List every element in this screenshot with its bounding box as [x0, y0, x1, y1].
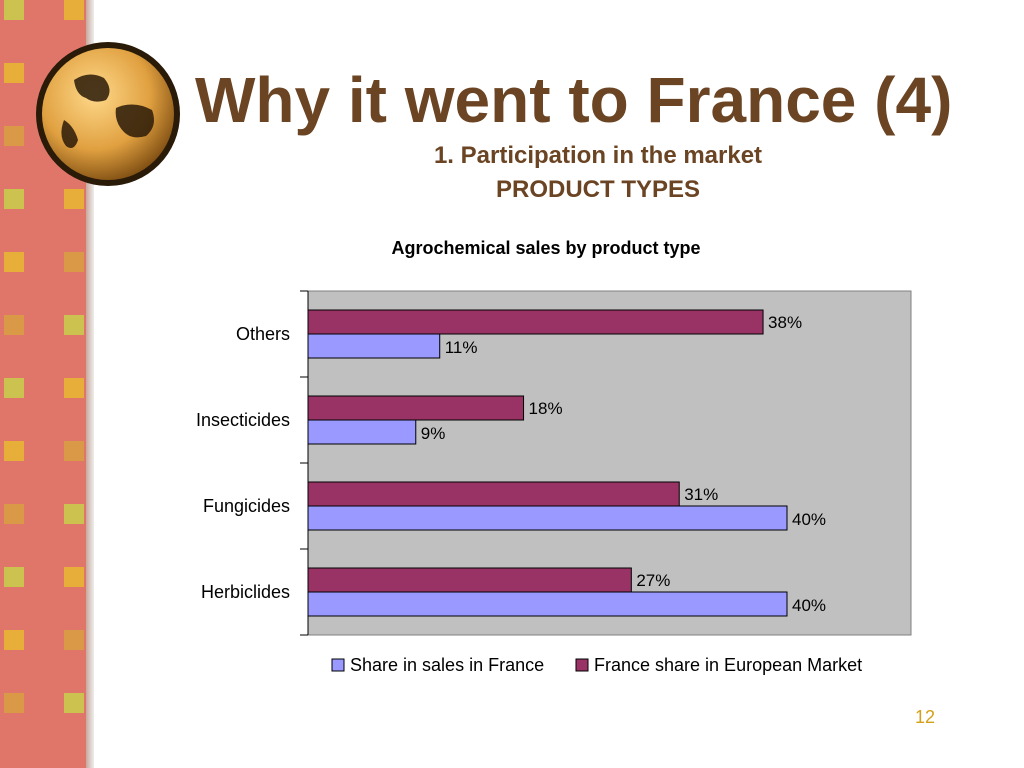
bar-france-sales: [307, 333, 441, 359]
sidebar-square: [64, 441, 84, 461]
slide-title: Why it went to France (4): [195, 64, 953, 136]
globe-icon: [36, 42, 180, 186]
slide-subtitle: 1. Participation in the market: [433, 142, 763, 169]
sidebar-square: [4, 630, 24, 650]
data-label: 18%: [529, 399, 563, 418]
data-label: 31%: [684, 485, 718, 504]
section-heading: PRODUCT TYPES: [495, 176, 701, 203]
sidebar-square: [64, 189, 84, 209]
sidebar-edge: [86, 0, 94, 768]
category-label: Insecticides: [196, 410, 290, 430]
legend-label: Share in sales in France: [350, 655, 544, 675]
category-label: Herbiclides: [201, 582, 290, 602]
sidebar-square: [4, 126, 24, 146]
page-number: 12: [914, 707, 936, 727]
sidebar-square: [64, 630, 84, 650]
sidebar-square: [4, 441, 24, 461]
data-label: 38%: [768, 313, 802, 332]
bar-european-share: [307, 481, 680, 507]
bar-european-share: [307, 309, 764, 335]
sidebar-square: [4, 567, 24, 587]
sidebar-square: [64, 252, 84, 272]
sidebar-square: [64, 567, 84, 587]
bar-european-share: [307, 567, 632, 593]
sidebar-square: [4, 504, 24, 524]
bar-france-sales: [307, 419, 417, 445]
bar-european-share: [307, 395, 525, 421]
data-label: 9%: [421, 424, 446, 443]
sidebar-square: [64, 378, 84, 398]
sidebar-square: [4, 252, 24, 272]
data-label: 27%: [636, 571, 670, 590]
data-label: 40%: [792, 596, 826, 615]
data-label: 11%: [445, 338, 478, 357]
sidebar-square: [4, 693, 24, 713]
data-label: 40%: [792, 510, 826, 529]
legend-label: France share in European Market: [594, 655, 862, 675]
category-label: Others: [236, 324, 290, 344]
sidebar-square: [4, 315, 24, 335]
sidebar-square: [4, 378, 24, 398]
legend-swatch-france-sales: [331, 658, 345, 672]
sidebar-square: [64, 504, 84, 524]
category-label: Fungicides: [203, 496, 290, 516]
sidebar-square: [4, 189, 24, 209]
sidebar-square: [64, 693, 84, 713]
sidebar-square: [64, 0, 84, 20]
sidebar-square: [4, 0, 24, 20]
legend-swatch-european-share: [575, 658, 589, 672]
bar-france-sales: [307, 505, 788, 531]
sidebar-square: [64, 315, 84, 335]
sidebar-square: [4, 63, 24, 83]
chart-title: Agrochemical sales by product type: [391, 238, 701, 258]
bar-france-sales: [307, 591, 788, 617]
